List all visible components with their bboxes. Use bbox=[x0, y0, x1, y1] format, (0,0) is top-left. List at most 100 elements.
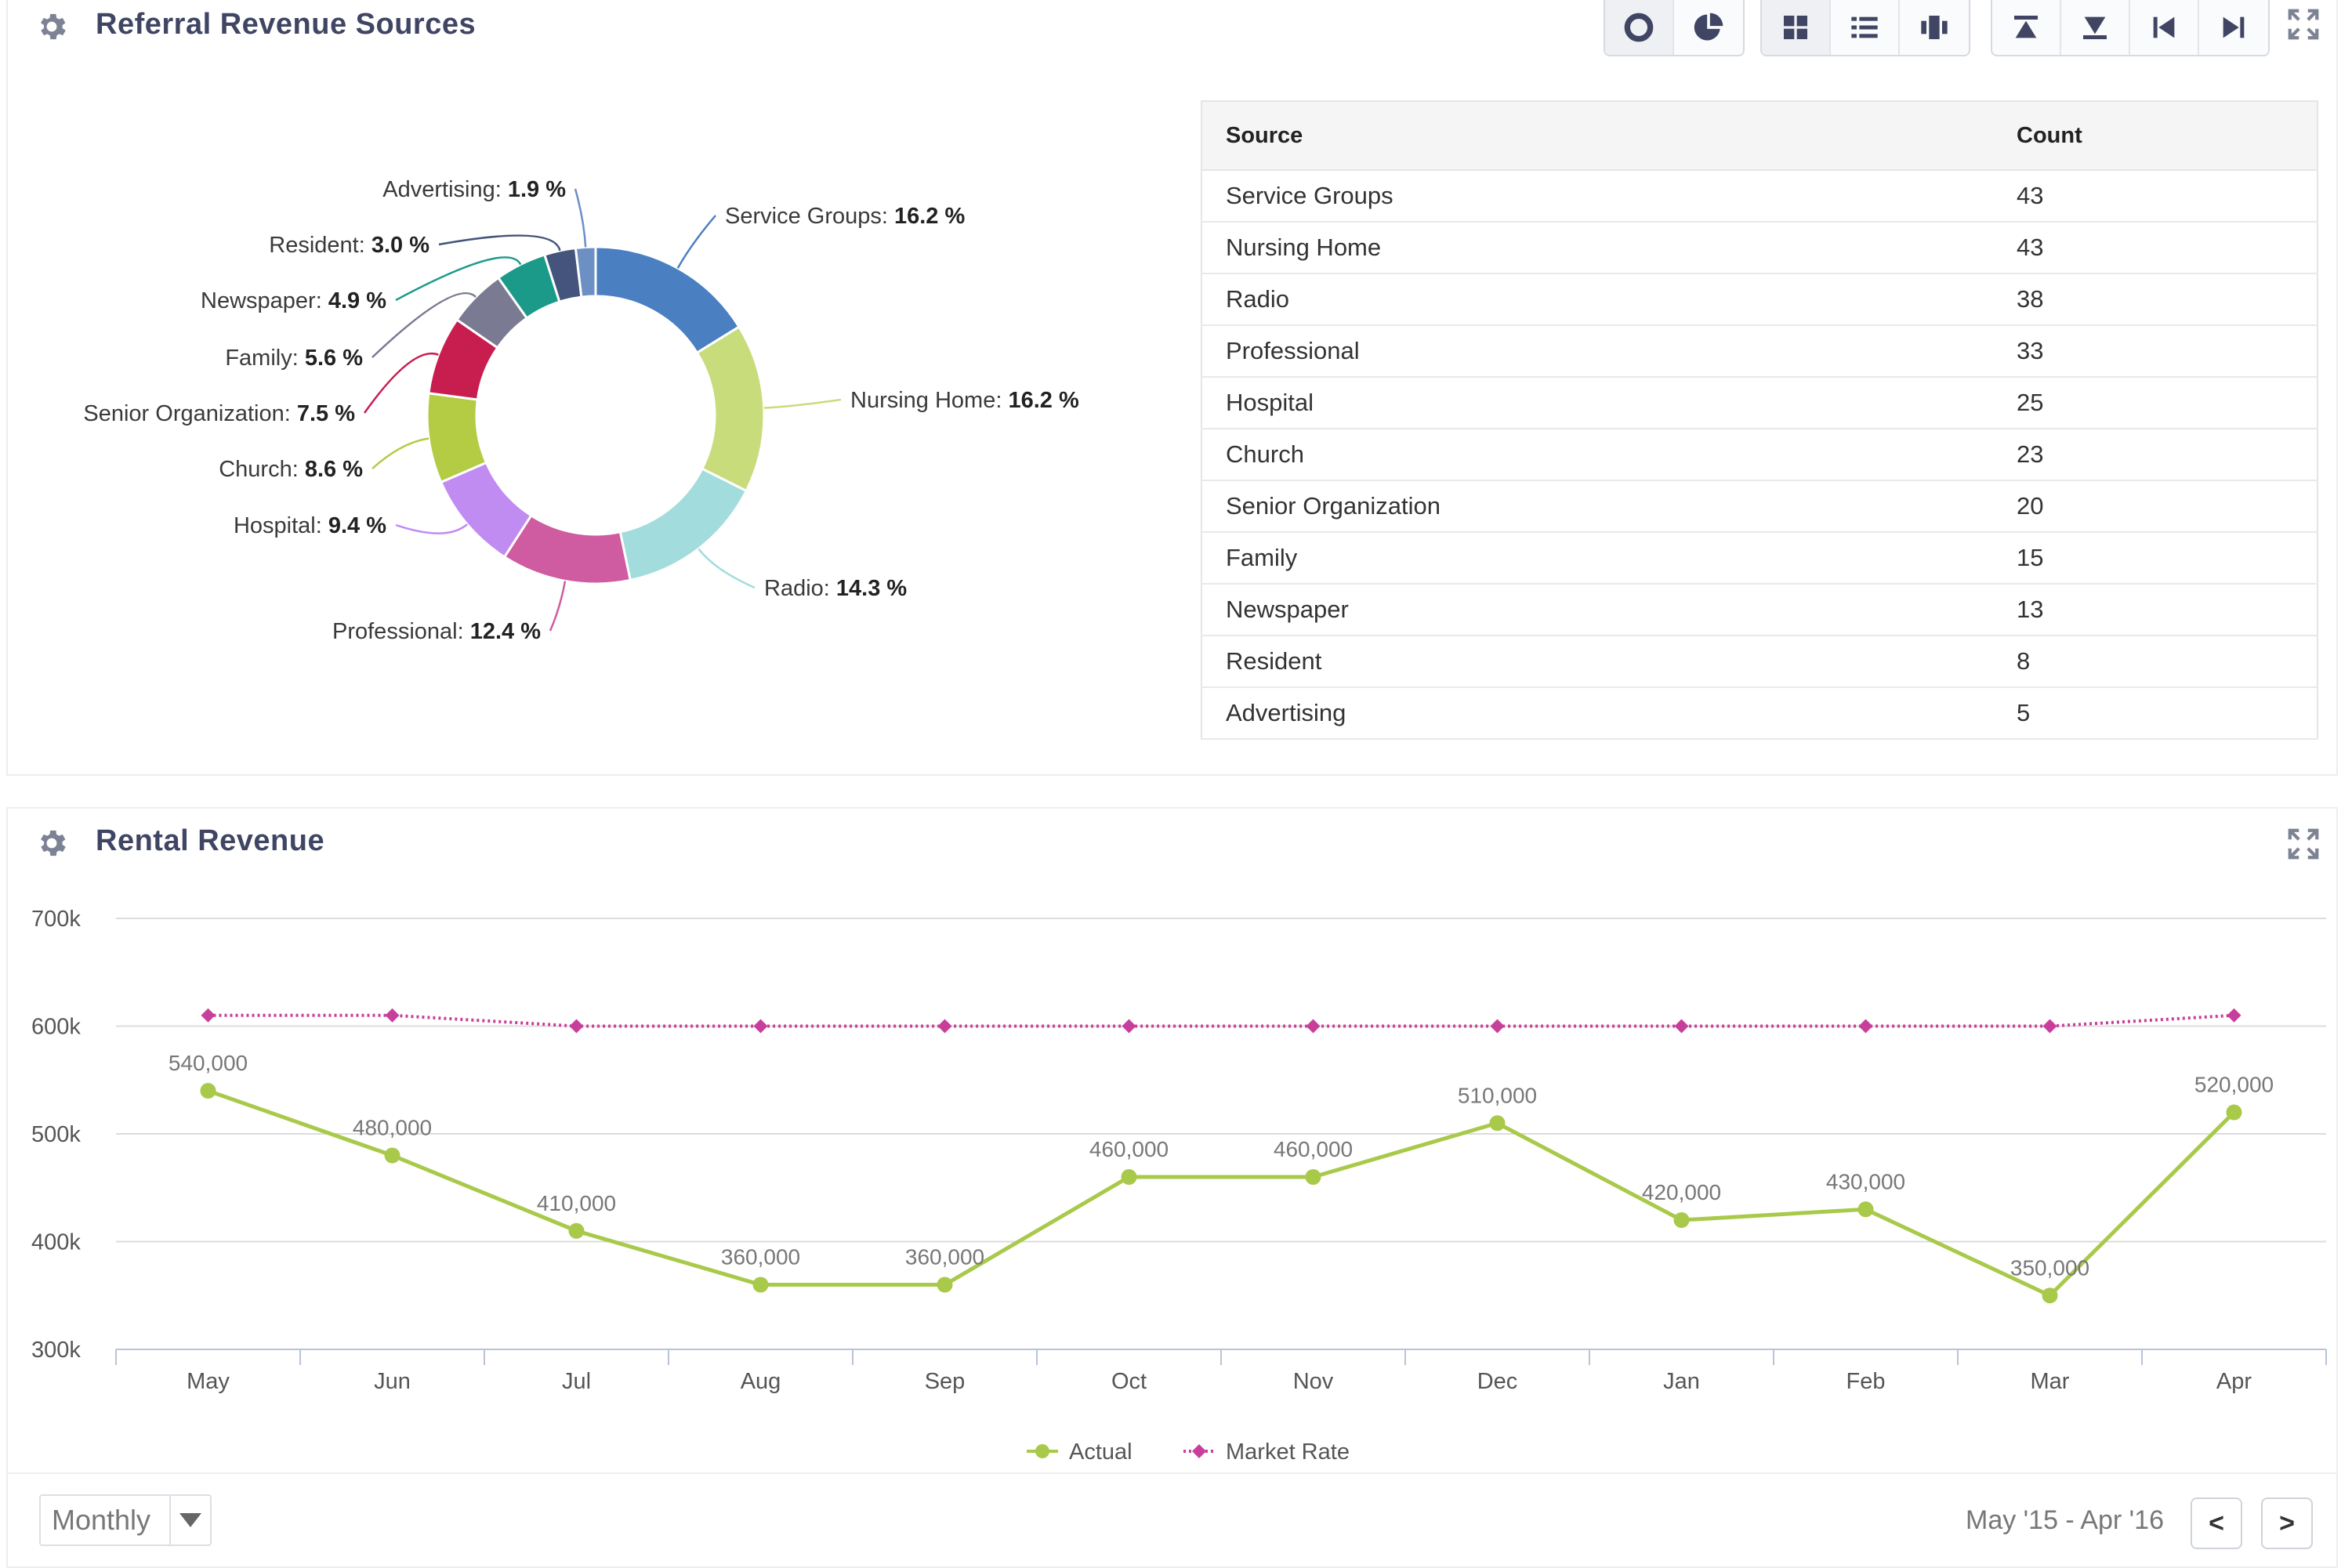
data-point[interactable] bbox=[1674, 1019, 1689, 1034]
move-last-button[interactable] bbox=[2199, 0, 2268, 55]
data-point[interactable] bbox=[1305, 1169, 1321, 1185]
table-row: Church 23 bbox=[1201, 429, 2318, 481]
grid-view-button[interactable] bbox=[1762, 0, 1831, 55]
legend-item[interactable]: Actual bbox=[1027, 1439, 1133, 1465]
rental-panel-header: Rental Revenue bbox=[8, 817, 2336, 871]
line-chart-svg: 300k 400k 500k 600k 700k May Jun Jul Aug Sep Oct No… bbox=[31, 907, 2327, 1465]
data-point[interactable] bbox=[1122, 1019, 1136, 1034]
donut-connector-line bbox=[438, 234, 561, 252]
donut-connector-line bbox=[363, 353, 439, 414]
referral-source-table: Source Count Service Groups 43 Nursing Ho… bbox=[1201, 100, 2318, 740]
y-tick-label: 400k bbox=[31, 1230, 81, 1255]
count-cell: 15 bbox=[1993, 532, 2318, 585]
data-point[interactable] bbox=[1306, 1019, 1321, 1034]
grid-view-icon bbox=[1784, 16, 1807, 39]
data-point[interactable] bbox=[937, 1276, 953, 1293]
gear-icon[interactable] bbox=[34, 9, 69, 44]
data-point[interactable] bbox=[200, 1083, 216, 1099]
move-first-button[interactable] bbox=[2130, 0, 2199, 55]
data-point[interactable] bbox=[1857, 1201, 1874, 1218]
caret-down-icon[interactable] bbox=[169, 1496, 211, 1544]
data-point[interactable] bbox=[384, 1147, 400, 1164]
rental-revenue-line-chart: 300k 400k 500k 600k 700k May Jun Jul Aug Sep Oct No… bbox=[8, 887, 2339, 1514]
donut-data-label: Professional: 12.4 % bbox=[332, 619, 541, 644]
donut-data-label: Church: 8.6 % bbox=[219, 457, 363, 482]
x-tick-label: Jul bbox=[562, 1369, 591, 1394]
data-point[interactable] bbox=[568, 1222, 585, 1239]
donut-connector-line bbox=[574, 188, 587, 248]
panel-title: Referral Revenue Sources bbox=[96, 8, 477, 41]
donut-data-label: Resident: 3.0 % bbox=[269, 233, 429, 258]
columns-view-icon bbox=[1921, 16, 1948, 39]
list-view-button[interactable] bbox=[1831, 0, 1900, 55]
position-controls bbox=[1991, 0, 2270, 56]
data-point[interactable] bbox=[1121, 1169, 1137, 1185]
x-tick-label: May bbox=[187, 1369, 230, 1394]
source-cell: Senior Organization bbox=[1201, 480, 1993, 533]
data-point[interactable] bbox=[937, 1019, 952, 1034]
x-tick-label: Apr bbox=[2216, 1369, 2252, 1394]
donut-data-label: Newspaper: 4.9 % bbox=[201, 288, 386, 313]
donut-slice[interactable] bbox=[618, 467, 748, 582]
next-period-button[interactable]: > bbox=[2261, 1497, 2313, 1549]
move-first-icon bbox=[2153, 16, 2175, 38]
data-point[interactable] bbox=[1858, 1019, 1873, 1034]
source-cell: Advertising bbox=[1201, 687, 1993, 740]
data-point[interactable] bbox=[569, 1019, 584, 1034]
move-top-button[interactable] bbox=[1992, 0, 2061, 55]
count-cell: 8 bbox=[1993, 636, 2318, 688]
period-select[interactable]: Monthly bbox=[39, 1494, 212, 1546]
data-point[interactable] bbox=[2042, 1019, 2057, 1034]
column-header-source[interactable]: Source bbox=[1201, 101, 1993, 171]
rental-panel-footer: Monthly May '15 - Apr '16 < > bbox=[8, 1472, 2336, 1566]
expand-icon[interactable] bbox=[2285, 826, 2321, 862]
donut-data-label: Family: 5.6 % bbox=[225, 346, 363, 371]
pie-chart-button[interactable] bbox=[1674, 0, 1743, 55]
donut-slice[interactable] bbox=[594, 245, 741, 355]
data-point[interactable] bbox=[1490, 1019, 1505, 1034]
data-point[interactable] bbox=[753, 1019, 768, 1034]
referral-revenue-panel: Referral Revenue Sources bbox=[6, 0, 2338, 776]
table-row: Advertising 5 bbox=[1201, 687, 2318, 740]
donut-connector-line bbox=[395, 523, 468, 534]
data-point[interactable] bbox=[2227, 1008, 2241, 1023]
y-tick-label: 600k bbox=[31, 1015, 81, 1040]
previous-period-button[interactable]: < bbox=[2191, 1497, 2242, 1549]
expand-icon[interactable] bbox=[2285, 6, 2321, 42]
data-label: 360,000 bbox=[721, 1245, 800, 1269]
move-last-icon bbox=[2223, 16, 2245, 38]
count-cell: 5 bbox=[1993, 687, 2318, 740]
count-cell: 13 bbox=[1993, 584, 2318, 636]
gear-icon[interactable] bbox=[34, 826, 69, 860]
table-row: Radio 38 bbox=[1201, 273, 2318, 326]
donut-slice[interactable] bbox=[695, 325, 766, 493]
data-point[interactable] bbox=[2226, 1104, 2242, 1121]
columns-view-button[interactable] bbox=[1900, 0, 1969, 55]
data-point[interactable] bbox=[752, 1276, 769, 1293]
source-cell: Hospital bbox=[1201, 377, 1993, 429]
source-cell: Church bbox=[1201, 429, 1993, 481]
data-point[interactable] bbox=[385, 1008, 400, 1023]
data-point[interactable] bbox=[1489, 1115, 1506, 1132]
donut-slice[interactable] bbox=[574, 245, 597, 299]
x-tick-label: Mar bbox=[2031, 1369, 2070, 1394]
data-point[interactable] bbox=[1673, 1212, 1690, 1228]
period-select-value: Monthly bbox=[52, 1504, 151, 1536]
donut-chart-button[interactable] bbox=[1605, 0, 1674, 55]
data-point[interactable] bbox=[2042, 1287, 2058, 1304]
move-bottom-button[interactable] bbox=[2061, 0, 2130, 55]
data-label: 520,000 bbox=[2194, 1073, 2274, 1097]
x-tick-label: Jun bbox=[374, 1369, 411, 1394]
column-header-count[interactable]: Count bbox=[1993, 101, 2318, 171]
legend-item[interactable]: Market Rate bbox=[1183, 1439, 1350, 1465]
source-cell: Service Groups bbox=[1201, 170, 1993, 223]
data-label: 460,000 bbox=[1274, 1137, 1353, 1161]
data-point[interactable] bbox=[201, 1008, 216, 1023]
y-tick-label: 500k bbox=[31, 1122, 81, 1147]
list-view-icon bbox=[1851, 16, 1878, 38]
date-range-label: May '15 - Apr '16 bbox=[1966, 1505, 2164, 1535]
count-cell: 43 bbox=[1993, 170, 2318, 223]
donut-data-label: Senior Organization: 7.5 % bbox=[83, 401, 355, 426]
donut-connector-line bbox=[763, 398, 842, 409]
source-cell: Radio bbox=[1201, 273, 1993, 326]
